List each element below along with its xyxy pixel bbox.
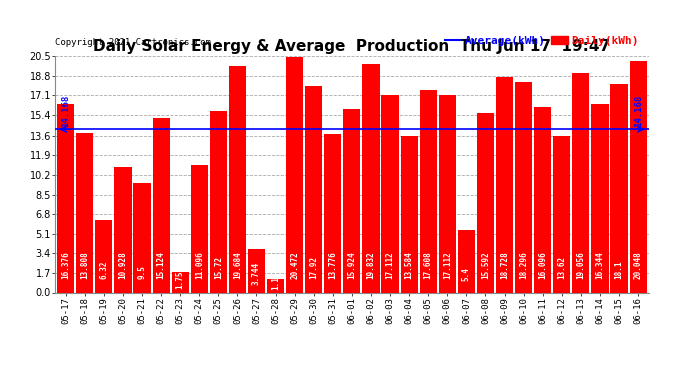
Text: 18.728: 18.728 <box>500 251 509 279</box>
Text: 15.124: 15.124 <box>157 251 166 279</box>
Text: 17.112: 17.112 <box>443 251 452 279</box>
Bar <box>439 95 456 292</box>
Bar <box>629 62 647 292</box>
Text: 15.924: 15.924 <box>347 251 357 279</box>
Text: 17.112: 17.112 <box>386 251 395 279</box>
Text: 19.832: 19.832 <box>366 251 375 279</box>
Text: Copyright 2021 Cartronics.com: Copyright 2021 Cartronics.com <box>55 38 211 47</box>
Bar <box>401 136 417 292</box>
Text: 16.096: 16.096 <box>538 251 547 279</box>
Bar <box>344 109 360 292</box>
Bar <box>152 118 170 292</box>
Text: 15.592: 15.592 <box>481 251 490 279</box>
Text: 14.168: 14.168 <box>61 95 70 128</box>
Text: 6.32: 6.32 <box>99 261 108 279</box>
Bar <box>496 76 513 292</box>
Text: 14.168: 14.168 <box>634 95 643 128</box>
Text: 13.776: 13.776 <box>328 251 337 279</box>
Bar <box>190 165 208 292</box>
Bar <box>477 113 494 292</box>
Legend: Average(kWh), Daily(kWh): Average(kWh), Daily(kWh) <box>440 31 643 50</box>
Bar <box>457 230 475 292</box>
Text: 10.928: 10.928 <box>119 251 128 279</box>
Bar <box>362 64 380 292</box>
Bar <box>248 249 265 292</box>
Text: 17.608: 17.608 <box>424 251 433 279</box>
Text: 18.1: 18.1 <box>615 260 624 279</box>
Text: 11.096: 11.096 <box>195 251 204 279</box>
Text: 13.62: 13.62 <box>558 255 566 279</box>
Bar <box>420 90 437 292</box>
Bar <box>305 86 322 292</box>
Text: 1.152: 1.152 <box>271 267 280 290</box>
Bar <box>534 107 551 292</box>
Text: 20.048: 20.048 <box>633 251 642 279</box>
Bar <box>267 279 284 292</box>
Bar <box>382 95 399 292</box>
Bar <box>515 82 532 292</box>
Text: 18.296: 18.296 <box>519 251 528 279</box>
Title: Daily Solar Energy & Average  Production  Thu Jun 17  19:47: Daily Solar Energy & Average Production … <box>93 39 611 54</box>
Text: 13.584: 13.584 <box>404 251 413 279</box>
Bar <box>572 73 589 292</box>
Text: 13.808: 13.808 <box>80 251 89 279</box>
Bar <box>591 104 609 292</box>
Text: 17.92: 17.92 <box>309 255 318 279</box>
Text: 20.472: 20.472 <box>290 251 299 279</box>
Text: 19.056: 19.056 <box>576 251 585 279</box>
Bar <box>76 134 93 292</box>
Text: 16.376: 16.376 <box>61 251 70 279</box>
Text: 15.72: 15.72 <box>214 255 223 279</box>
Text: 16.344: 16.344 <box>595 251 604 279</box>
Bar <box>611 84 628 292</box>
Bar <box>172 272 189 292</box>
Bar <box>95 220 112 292</box>
Text: 9.5: 9.5 <box>137 265 146 279</box>
Text: 3.744: 3.744 <box>252 262 261 285</box>
Bar <box>57 104 75 292</box>
Bar <box>286 57 303 292</box>
Bar <box>210 111 227 292</box>
Bar <box>553 135 571 292</box>
Bar <box>324 134 342 292</box>
Text: 19.684: 19.684 <box>233 251 242 279</box>
Bar <box>133 183 150 292</box>
Bar <box>115 166 132 292</box>
Bar <box>229 66 246 292</box>
Text: 1.752: 1.752 <box>176 266 185 289</box>
Text: 5.4: 5.4 <box>462 267 471 281</box>
